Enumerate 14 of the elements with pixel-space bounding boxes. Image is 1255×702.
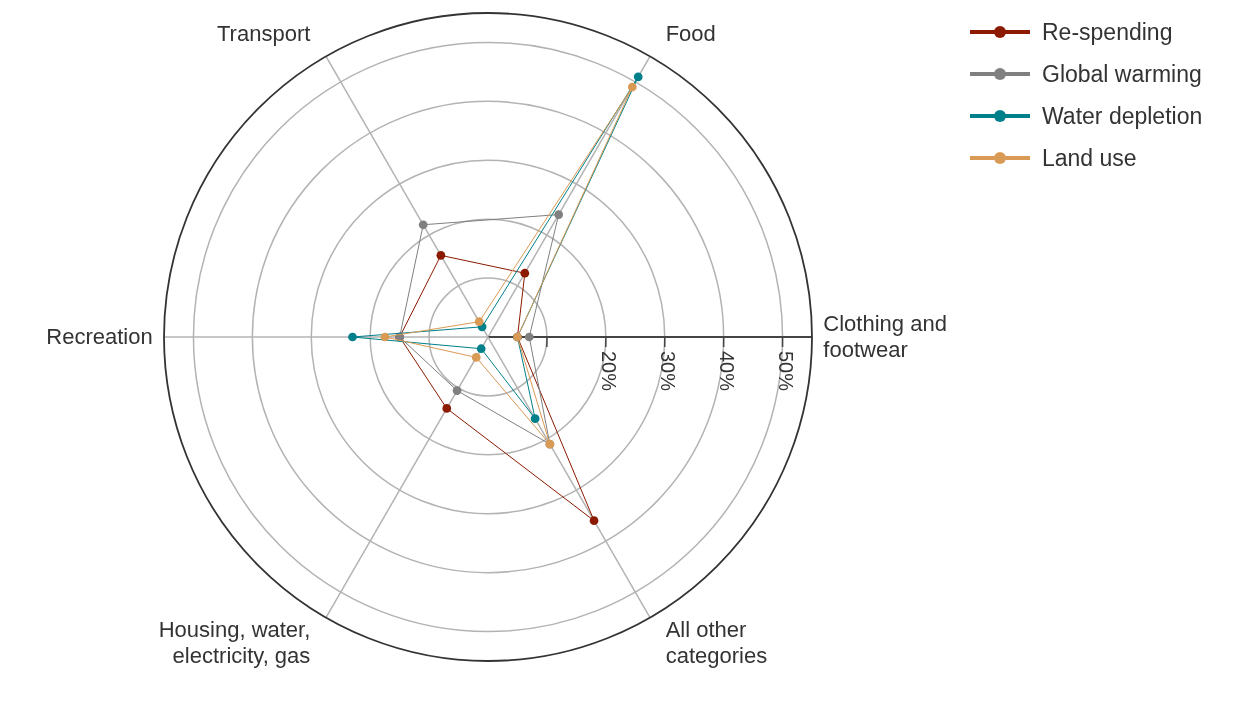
y-tick-label: 30% xyxy=(656,351,679,392)
legend-label: Land use xyxy=(1042,145,1137,171)
y-tick-label: 40% xyxy=(715,351,738,392)
spoke-label: Recreation xyxy=(46,324,153,349)
spoke-label: All other categories xyxy=(665,617,768,669)
spoke-label: Food xyxy=(665,20,716,46)
y-tick-label: 50% xyxy=(774,351,797,392)
legend-label: Re-spending xyxy=(1042,19,1173,45)
spoke-label: Clothing and footwear xyxy=(823,311,947,362)
spoke-label: Housing, water, electricity, gas xyxy=(158,617,311,669)
spoke-label: Transport xyxy=(217,20,311,46)
legend-label: Global warming xyxy=(1042,61,1202,87)
legend-label: Water depletion xyxy=(1042,103,1203,129)
y-tick-label: 20% xyxy=(597,351,620,392)
